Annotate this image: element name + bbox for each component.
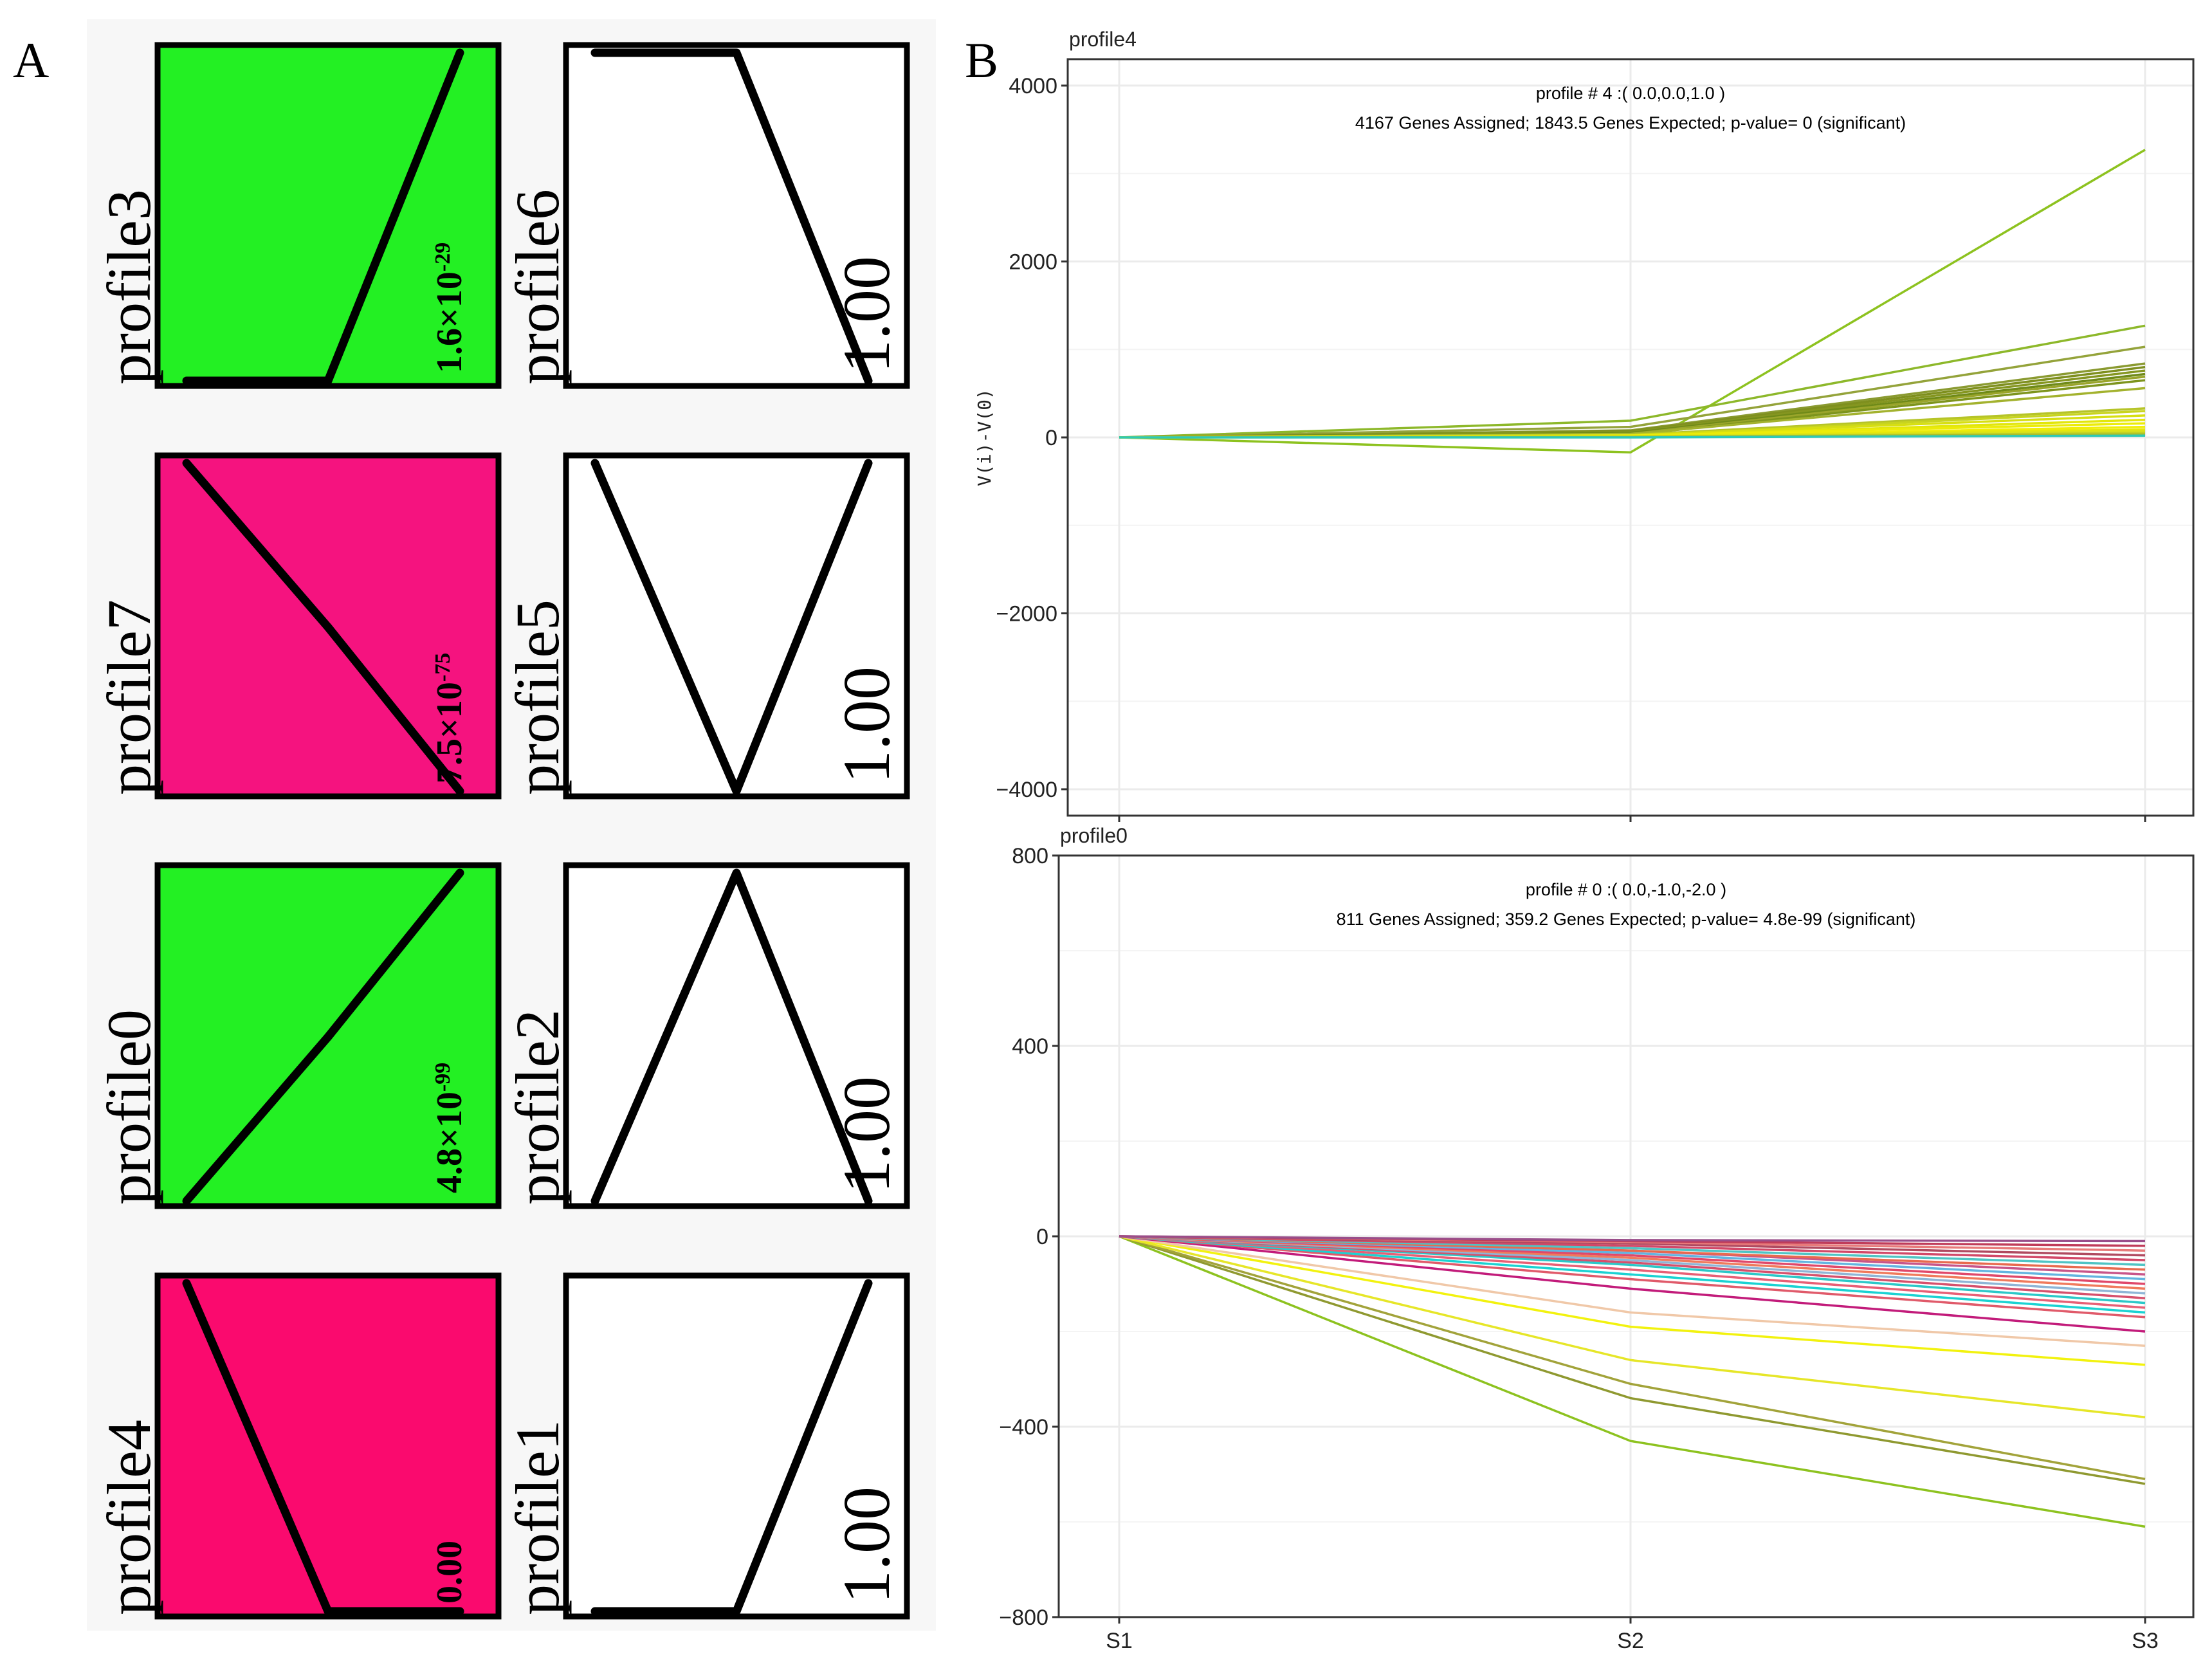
tile-profile4: profile4 0.00 — [95, 1272, 502, 1620]
tile-label: profile0 — [95, 1009, 163, 1205]
profile-shape-line — [182, 459, 464, 796]
tile-profile1: profile1 1.00 — [503, 1272, 910, 1620]
series-line-5 — [1119, 1235, 2146, 1347]
chart-title: profile # 4 :( 0.0,0.0,1.0 ) — [1536, 84, 1725, 103]
pvalue-exponent: -75 — [431, 653, 455, 682]
series-line-6 — [1119, 1235, 2146, 1333]
tile-label: profile4 — [95, 1420, 163, 1615]
series-line-0 — [1119, 149, 2146, 454]
tile-pvalue: 1.00 — [830, 256, 904, 373]
tile-profile0: profile0 4.8×10-99 — [95, 862, 502, 1209]
profile0-chart: profile0 800 400 0 −400 −800 S1 S2 S3 profile # 0… — [999, 824, 2195, 1653]
pvalue-mantissa: 1.00 — [830, 1076, 904, 1193]
pvalue-mantissa: 1.00 — [830, 256, 904, 373]
tile-profile3: profile3 1.6×10-29 — [95, 42, 502, 389]
series-line-1 — [1119, 324, 2146, 439]
x-tick-label: S1 — [1106, 1629, 1133, 1653]
tile-profile2: profile2 1.00 — [503, 862, 910, 1209]
tile-pvalue: 1.00 — [830, 1076, 904, 1193]
chart-subtitle: 4167 Genes Assigned; 1843.5 Genes Expect… — [1355, 113, 1906, 133]
tile-label: profile6 — [503, 189, 572, 385]
pvalue-mantissa: 1.6×10 — [430, 271, 470, 373]
tile-label: profile3 — [95, 189, 163, 385]
y-tick-label: −4000 — [996, 778, 1058, 802]
profile-shape-line — [590, 48, 873, 385]
tile-label: profile2 — [503, 1009, 572, 1205]
tile-profile5: profile5 1.00 — [503, 452, 910, 800]
y-tick-label: 800 — [1012, 844, 1048, 868]
tile-pvalue: 1.6×10-29 — [430, 243, 470, 373]
series-line-20 — [1119, 434, 2146, 439]
tile-pvalue: 1.00 — [830, 666, 904, 783]
y-tick-label: −800 — [999, 1606, 1048, 1630]
pvalue-mantissa: 0.00 — [430, 1541, 470, 1604]
series-line-1 — [1119, 1235, 2146, 1485]
chart-title: profile # 0 :( 0.0,-1.0,-2.0 ) — [1526, 880, 1726, 899]
profile-shape-line — [590, 868, 873, 1205]
x-tick-label: S3 — [2132, 1629, 2159, 1653]
profile4-chart: profile4 4000 2000 0 −2000 −4000 profile # 4 :… — [974, 28, 2195, 822]
y-tick-label: 0 — [1045, 426, 1057, 450]
tile-pvalue: 1.00 — [830, 1487, 904, 1604]
tile-pvalue: 4.8×10-99 — [430, 1063, 470, 1193]
x-tick-label: S2 — [1617, 1629, 1644, 1653]
profile-tiles: profile3 1.6×10-29 profile6 1.00 profile7 7.5… — [95, 42, 910, 1620]
series-line-2 — [1119, 1235, 2146, 1481]
series-group — [1119, 149, 2146, 454]
tile-box — [154, 1272, 502, 1620]
series-line-9 — [1119, 1235, 2146, 1309]
panel-a-letter: A — [13, 32, 49, 88]
tile-profile7: profile7 7.5×10-75 — [95, 452, 502, 800]
chart-name: profile4 — [1069, 28, 1137, 51]
y-axis-label: V(i)-V(0) — [974, 389, 995, 486]
tile-pvalue: 0.00 — [430, 1541, 470, 1604]
pvalue-mantissa: 1.00 — [830, 666, 904, 783]
pvalue-mantissa: 4.8×10 — [430, 1092, 470, 1193]
series-line-4 — [1119, 1235, 2146, 1366]
profile-shape-line — [590, 1279, 873, 1616]
series-line-2 — [1119, 345, 2146, 439]
pvalue-mantissa: 1.00 — [830, 1487, 904, 1604]
pvalue-exponent: -99 — [431, 1063, 455, 1092]
tile-label: profile1 — [503, 1420, 572, 1615]
pvalue-exponent: -29 — [431, 243, 455, 271]
series-line-7 — [1119, 1235, 2146, 1319]
y-tick-label: −2000 — [996, 601, 1058, 626]
y-tick-label: 4000 — [1009, 74, 1057, 98]
series-line-8 — [1119, 1235, 2146, 1314]
y-tick-label: 400 — [1012, 1034, 1048, 1059]
series-group — [1119, 1235, 2146, 1528]
chart-subtitle: 811 Genes Assigned; 359.2 Genes Expected… — [1337, 910, 1916, 929]
panel-b-letter: B — [965, 32, 998, 88]
profile-shape-line — [182, 1279, 464, 1616]
profile-shape-line — [182, 48, 464, 385]
y-tick-label: 2000 — [1009, 250, 1057, 275]
chart-name: profile0 — [1060, 824, 1128, 847]
pvalue-mantissa: 7.5×10 — [430, 682, 470, 783]
tile-label: profile7 — [95, 600, 163, 795]
profile-shape-line — [182, 868, 464, 1205]
tile-pvalue: 7.5×10-75 — [430, 653, 470, 783]
tile-label: profile5 — [503, 600, 572, 795]
series-line-3 — [1119, 1235, 2146, 1418]
y-tick-label: −400 — [999, 1415, 1048, 1440]
tile-profile6: profile6 1.00 — [503, 42, 910, 389]
profile-shape-line — [590, 459, 873, 796]
series-line-23 — [1119, 1235, 2146, 1243]
y-tick-label: 0 — [1036, 1225, 1048, 1249]
series-line-0 — [1119, 1235, 2146, 1528]
